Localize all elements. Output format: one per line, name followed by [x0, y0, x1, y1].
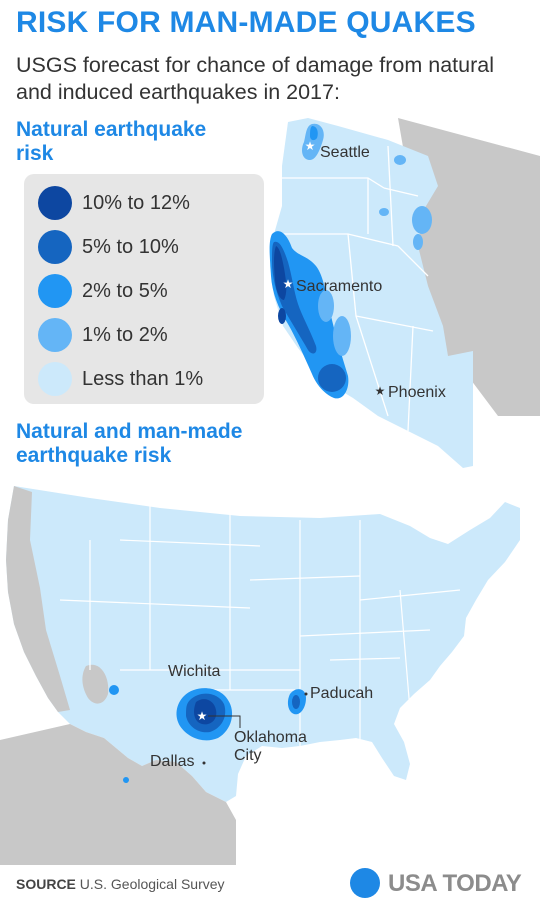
risk-area-oklahoma-high: [194, 699, 217, 725]
legend-swatch: [38, 274, 72, 308]
risk-area-california-high: [278, 308, 286, 324]
outside-region-mexico: [0, 724, 236, 865]
source-label: SOURCE: [16, 876, 76, 892]
legend-label: 1% to 2%: [82, 323, 168, 346]
legend-item-1-2: 1% to 2%: [38, 318, 168, 352]
state-borders: [276, 145, 434, 432]
natural-risk-heading: Natural earthquake risk: [16, 118, 207, 165]
legend-item-5-10: 5% to 10%: [38, 230, 179, 264]
page-subtitle: USGS forecast for chance of damage from …: [16, 53, 495, 104]
legend-swatch: [38, 186, 72, 220]
risk-area-small: [394, 155, 406, 165]
outside-region-nevada: [82, 664, 109, 704]
city-marker-dallas: [202, 761, 206, 765]
risk-area-paducah-core: [292, 695, 300, 709]
city-label-paducah: Paducah: [310, 685, 373, 702]
risk-area-small: [123, 777, 129, 783]
risk-area-wyoming: [412, 206, 432, 234]
city-marker-paducah: [304, 692, 308, 696]
state-borders: [59, 500, 461, 746]
city-label-sacramento: Sacramento: [296, 278, 382, 295]
combined-risk-map: Wichita ★ Oklahoma City Dallas Paducah: [0, 480, 540, 865]
city-label-dallas: Dallas: [150, 753, 194, 770]
combined-risk-heading: Natural and man-made earthquake risk: [16, 420, 243, 467]
city-label-oklahoma-city-line1: Oklahoma: [234, 729, 307, 746]
risk-legend: 10% to 12% 5% to 10% 2% to 5% 1% to 2% L…: [24, 174, 264, 404]
western-states-shape: [270, 118, 473, 468]
city-marker-phoenix: ★: [375, 384, 386, 398]
legend-swatch: [38, 362, 72, 396]
risk-area-sierra: [318, 290, 334, 322]
legend-swatch: [38, 318, 72, 352]
us-outline-shape: [6, 486, 520, 802]
logo-dot: [350, 868, 380, 898]
city-label-phoenix: Phoenix: [388, 384, 446, 401]
city-label-seattle: Seattle: [320, 144, 370, 161]
legend-item-2-5: 2% to 5%: [38, 274, 168, 308]
natural-risk-map-svg: ★ Seattle ★ Sacramento ★ Phoenix: [269, 118, 540, 468]
logo-text: USA TODAY: [388, 870, 522, 897]
risk-area-small: [379, 208, 389, 216]
legend-label: 10% to 12%: [82, 191, 190, 214]
legend-swatch: [38, 230, 72, 264]
legend-label: 5% to 10%: [82, 235, 179, 258]
risk-area-la: [318, 364, 346, 392]
city-label-oklahoma-city-line2: City: [234, 747, 262, 764]
city-marker-seattle: ★: [305, 139, 316, 153]
risk-area-seattle: [302, 123, 324, 160]
combined-risk-map-svg: Wichita ★ Oklahoma City Dallas Paducah: [0, 486, 520, 865]
page-title: RISK FOR MAN-MADE QUAKES: [16, 6, 476, 39]
city-marker-sacramento: ★: [283, 277, 294, 291]
outside-region-west: [6, 486, 70, 712]
legend-item-10-12: 10% to 12%: [38, 186, 190, 220]
risk-area-california-high: [274, 246, 287, 300]
risk-area-utah: [413, 234, 423, 250]
risk-area-small: [109, 685, 119, 695]
source-credit: SOURCE U.S. Geological Survey: [16, 876, 225, 892]
risk-area-nevada: [333, 316, 351, 356]
city-marker-oklahoma-city: ★: [197, 709, 208, 723]
leader-line: [208, 715, 241, 728]
natural-risk-map: ★ Seattle ★ Sacramento ★ Phoenix: [268, 116, 540, 476]
usa-today-logo: USA TODAY: [350, 866, 530, 900]
legend-item-less-1: Less than 1%: [38, 362, 203, 396]
legend-label: 2% to 5%: [82, 279, 168, 302]
risk-area-seattle-core: [310, 126, 318, 141]
legend-label: Less than 1%: [82, 367, 204, 390]
source-text: U.S. Geological Survey: [79, 876, 225, 892]
city-label-wichita: Wichita: [168, 663, 221, 680]
